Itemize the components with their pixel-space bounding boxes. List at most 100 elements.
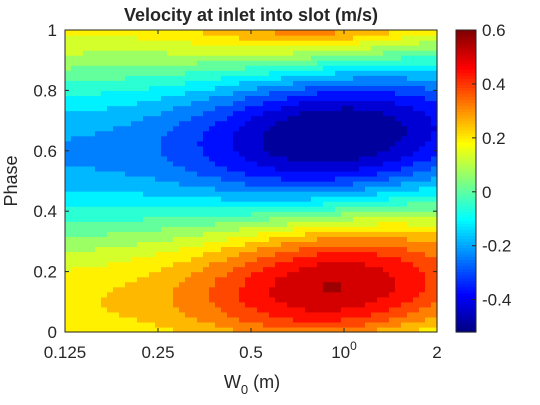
- heatmap-cell: [341, 301, 348, 308]
- heatmap-cell: [143, 276, 150, 283]
- heatmap-cell: [239, 201, 246, 207]
- heatmap-cell: [89, 241, 96, 248]
- heatmap-cell: [263, 170, 270, 177]
- heatmap-cell: [137, 50, 144, 56]
- heatmap-cell: [293, 90, 300, 97]
- heatmap-cell: [137, 301, 144, 308]
- heatmap-cell: [353, 221, 360, 227]
- heatmap-cell: [341, 130, 348, 137]
- heatmap-cell: [317, 145, 324, 152]
- heatmap-cell: [377, 231, 384, 237]
- heatmap-cell: [83, 135, 90, 142]
- heatmap-cell: [125, 155, 132, 162]
- heatmap-cell: [251, 241, 258, 248]
- heatmap-cell: [359, 60, 366, 66]
- heatmap-cell: [323, 296, 330, 303]
- heatmap-cell: [257, 115, 264, 122]
- heatmap-cell: [383, 120, 390, 127]
- heatmap-cell: [419, 191, 426, 197]
- heatmap-cell: [137, 145, 144, 152]
- heatmap-cell: [167, 306, 174, 313]
- heatmap-cell: [353, 160, 360, 167]
- heatmap-cell: [257, 241, 264, 248]
- heatmap-cell: [77, 196, 84, 202]
- heatmap-cell: [167, 246, 174, 253]
- heatmap-cell: [287, 311, 294, 318]
- heatmap-cell: [113, 301, 120, 308]
- heatmap-cell: [203, 175, 210, 182]
- heatmap-cell: [425, 125, 432, 132]
- heatmap-cell: [431, 105, 438, 112]
- heatmap-cell: [323, 75, 330, 81]
- heatmap-cell: [221, 281, 228, 288]
- heatmap-cell: [395, 221, 402, 227]
- heatmap-cell: [431, 120, 438, 127]
- heatmap-cell: [407, 256, 414, 263]
- heatmap-cell: [359, 75, 366, 81]
- heatmap-cell: [125, 175, 132, 182]
- heatmap-cell: [233, 296, 240, 303]
- heatmap-cell: [113, 241, 120, 248]
- heatmap-cell: [167, 261, 174, 268]
- heatmap-cell: [389, 120, 396, 127]
- heatmap-cell: [245, 291, 252, 298]
- heatmap-cell: [329, 50, 336, 56]
- heatmap-cell: [89, 301, 96, 308]
- heatmap-cell: [263, 100, 270, 107]
- heatmap-cell: [119, 45, 126, 51]
- heatmap-cell: [377, 201, 384, 207]
- heatmap-cell: [269, 266, 276, 273]
- heatmap-cell: [377, 181, 384, 187]
- heatmap-cell: [125, 311, 132, 318]
- heatmap-cell: [179, 105, 186, 112]
- heatmap-cell: [317, 226, 324, 232]
- heatmap-cell: [119, 155, 126, 162]
- heatmap-cell: [125, 60, 132, 66]
- heatmap-cell: [353, 321, 360, 328]
- heatmap-cell: [377, 276, 384, 283]
- heatmap-cell: [413, 191, 420, 197]
- heatmap-cell: [95, 251, 102, 258]
- heatmap-cell: [425, 85, 432, 91]
- heatmap-cell: [101, 65, 108, 71]
- y-tick-label: 0.2: [33, 263, 57, 282]
- heatmap-cell: [431, 55, 438, 61]
- heatmap-cell: [101, 241, 108, 248]
- heatmap-cell: [179, 60, 186, 66]
- heatmap-cell: [431, 30, 438, 36]
- heatmap-cell: [287, 291, 294, 298]
- heatmap-cell: [353, 301, 360, 308]
- heatmap-cell: [101, 165, 108, 172]
- heatmap-cell: [299, 291, 306, 298]
- heatmap-cell: [317, 191, 324, 197]
- heatmap-cell: [185, 186, 192, 192]
- heatmap-cell: [287, 45, 294, 51]
- heatmap-cell: [71, 271, 78, 278]
- heatmap-cell: [215, 75, 222, 81]
- heatmap-cell: [179, 140, 186, 147]
- heatmap-cell: [65, 160, 72, 167]
- heatmap-cell: [143, 251, 150, 258]
- heatmap-cell: [65, 236, 72, 242]
- heatmap-cell: [251, 256, 258, 263]
- heatmap-cell: [83, 45, 90, 51]
- heatmap-cell: [263, 181, 270, 187]
- heatmap-cell: [95, 296, 102, 303]
- heatmap-cell: [401, 80, 408, 86]
- heatmap-cell: [365, 251, 372, 258]
- heatmap-cell: [209, 170, 216, 177]
- heatmap-cell: [425, 236, 432, 242]
- heatmap-cell: [287, 261, 294, 268]
- heatmap-cell: [77, 60, 84, 66]
- heatmap-cell: [413, 226, 420, 232]
- heatmap-cell: [197, 311, 204, 318]
- heatmap-cell: [425, 60, 432, 66]
- heatmap-cell: [125, 241, 132, 248]
- heatmap-cell: [77, 155, 84, 162]
- heatmap-cell: [341, 135, 348, 142]
- heatmap-cell: [359, 105, 366, 112]
- heatmap-cell: [101, 45, 108, 51]
- heatmap-cell: [329, 70, 336, 76]
- heatmap-cell: [173, 301, 180, 308]
- heatmap-cell: [173, 140, 180, 147]
